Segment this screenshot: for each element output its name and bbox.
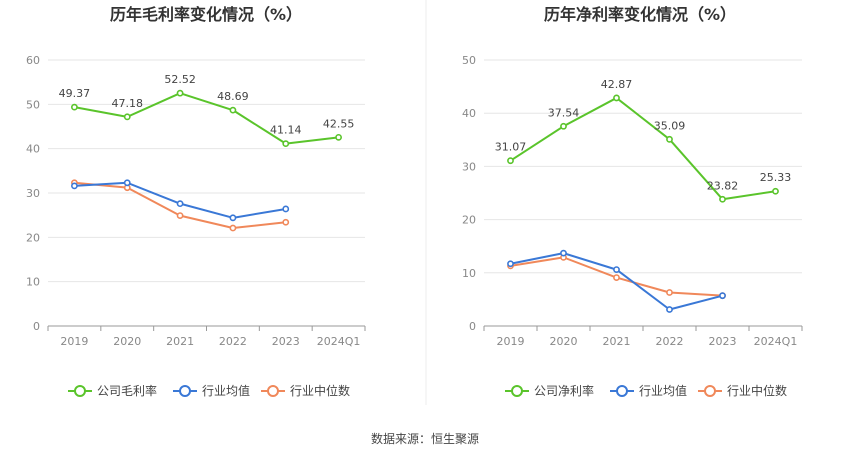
y-tick-label: 30: [462, 160, 476, 173]
chart-title: 历年净利率变化情况（%）: [544, 5, 736, 24]
y-tick-label: 50: [462, 54, 476, 67]
series-line-company: [74, 92, 339, 145]
data-label: 41.14: [270, 124, 302, 137]
y-tick-label: 20: [26, 231, 40, 244]
x-tick-label: 2020: [113, 335, 141, 348]
legend-item-industry_avg[interactable]: 行业均值: [173, 383, 250, 398]
data-point-company: [507, 157, 514, 165]
series-line-company: [509, 96, 776, 201]
data-label: 25.33: [760, 171, 792, 184]
legend-marker: [704, 385, 716, 397]
y-tick-label: 60: [26, 54, 40, 67]
legend-label: 行业均值: [639, 383, 687, 398]
data-point-industry_avg: [282, 205, 290, 213]
data-point-industry_avg: [71, 182, 78, 190]
data-label: 42.55: [323, 117, 355, 130]
y-tick-label: 50: [26, 98, 40, 111]
data-label: 49.37: [59, 87, 91, 100]
x-tick-label: 2022: [219, 335, 247, 348]
data-point-industry_median: [229, 224, 237, 232]
data-point-industry_median: [282, 218, 290, 226]
data-point-company: [176, 89, 184, 97]
x-tick-label: 2019: [497, 335, 525, 348]
data-point-company: [719, 195, 726, 203]
legend-label: 行业中位数: [290, 383, 350, 398]
data-label: 31.07: [495, 141, 527, 154]
data-source-note: 数据来源：恒生聚源: [371, 431, 479, 446]
x-tick-label: 2024Q1: [317, 335, 361, 348]
data-label: 37.54: [548, 106, 580, 119]
data-label: 47.18: [112, 97, 144, 110]
data-point-company: [123, 113, 131, 121]
legend-item-industry_avg[interactable]: 行业均值: [610, 383, 687, 398]
x-tick-label: 2020: [550, 335, 578, 348]
legend-item-company[interactable]: 公司净利率: [505, 383, 594, 398]
data-point-company: [335, 133, 342, 141]
data-label: 23.82: [707, 179, 739, 192]
legend-marker: [74, 385, 86, 397]
data-point-industry_median: [613, 274, 620, 281]
y-tick-label: 40: [26, 143, 40, 156]
x-tick-label: 2021: [603, 335, 631, 348]
y-tick-label: 10: [462, 267, 476, 280]
data-point-industry_median: [176, 212, 184, 220]
data-point-industry_avg: [507, 260, 514, 268]
data-point-industry_avg: [613, 266, 620, 274]
data-point-company: [229, 106, 237, 114]
data-point-company: [772, 187, 779, 195]
data-point-industry_median: [666, 289, 673, 296]
legend-label: 行业中位数: [727, 383, 787, 398]
legend-item-industry_median[interactable]: 行业中位数: [261, 383, 350, 398]
data-point-industry_avg: [229, 214, 237, 222]
legend-marker: [511, 385, 523, 397]
data-label: 52.52: [164, 73, 196, 86]
legend-marker: [267, 385, 279, 397]
x-tick-label: 2023: [709, 335, 737, 348]
data-label: 42.87: [601, 78, 633, 91]
x-tick-label: 2019: [60, 335, 88, 348]
data-point-industry_avg: [719, 292, 726, 300]
chart-title: 历年毛利率变化情况（%）: [110, 5, 302, 24]
data-label: 48.69: [217, 90, 249, 103]
legend-label: 行业均值: [202, 383, 250, 398]
net-margin-chart: 历年净利率变化情况（%） 0 10 20 30 40 50 2019 2020 2021 2022 2…: [462, 5, 803, 398]
data-point-company: [613, 94, 620, 102]
data-point-industry_avg: [176, 200, 184, 208]
data-point-company: [71, 103, 78, 111]
gross-margin-chart: 历年毛利率变化情况（%） 0 10 20 30 40 50 60 2019 2020 2021 202…: [26, 5, 366, 398]
y-tick-label: 0: [469, 320, 476, 333]
legend-marker: [179, 385, 191, 397]
data-point-industry_avg: [560, 249, 567, 257]
x-tick-label: 2021: [166, 335, 194, 348]
data-label: 35.09: [654, 119, 686, 132]
y-tick-label: 20: [462, 214, 476, 227]
data-point-company: [666, 135, 673, 143]
legend-item-industry_median[interactable]: 行业中位数: [698, 383, 787, 398]
y-tick-label: 30: [26, 187, 40, 200]
data-point-company: [282, 140, 290, 148]
y-tick-label: 40: [462, 107, 476, 120]
y-tick-label: 0: [33, 320, 40, 333]
x-tick-label: 2024Q1: [754, 335, 798, 348]
x-tick-label: 2022: [656, 335, 684, 348]
legend-marker: [616, 385, 628, 397]
data-point-industry_avg: [666, 306, 673, 313]
data-point-industry_avg: [123, 179, 131, 187]
legend-label: 公司毛利率: [97, 383, 157, 398]
y-tick-label: 10: [26, 276, 40, 289]
x-tick-label: 2023: [272, 335, 300, 348]
legend-item-company[interactable]: 公司毛利率: [68, 383, 157, 398]
data-point-company: [560, 122, 567, 130]
legend-label: 公司净利率: [534, 383, 594, 398]
